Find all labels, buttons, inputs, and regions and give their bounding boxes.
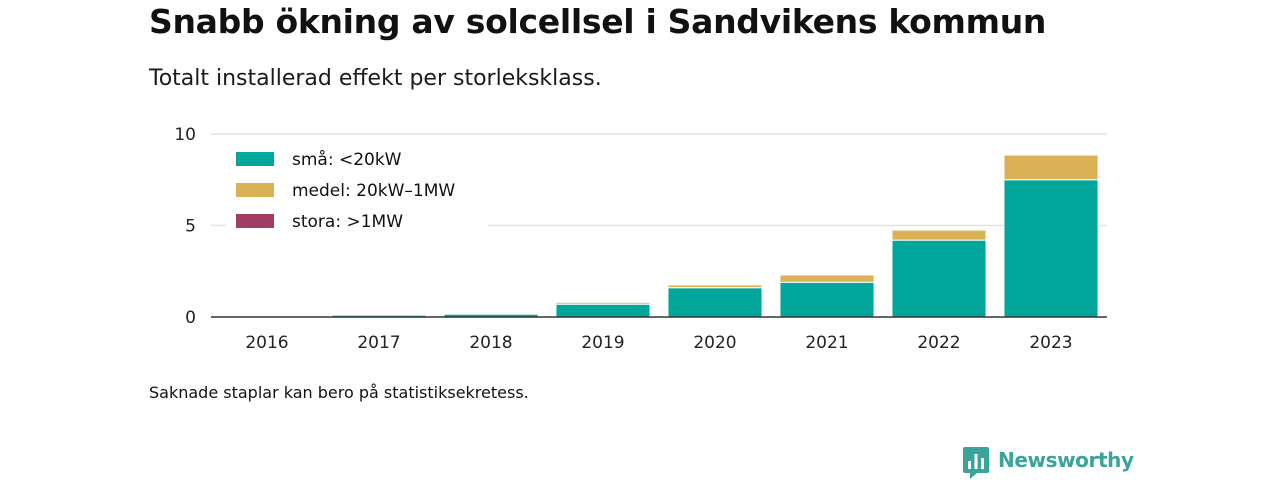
bar-segment <box>1003 154 1099 181</box>
y-tick-label: 0 <box>185 308 196 328</box>
x-tick-label: 2020 <box>693 333 736 353</box>
chart-subtitle: Totalt installerad effekt per storlekskl… <box>149 66 602 91</box>
legend-swatch <box>236 152 274 166</box>
bar-segment <box>667 287 763 318</box>
chart-title: Snabb ökning av solcellsel i Sandvikens … <box>149 2 1047 41</box>
bar-segment <box>891 229 987 241</box>
x-tick-label: 2019 <box>581 333 624 353</box>
x-tick-label: 2021 <box>805 333 848 353</box>
bar-segment <box>667 284 763 289</box>
newsworthy-brand[interactable]: Newsworthy <box>962 446 1134 480</box>
bar-segment <box>555 303 651 318</box>
legend-swatch <box>236 214 274 228</box>
legend-label: medel: 20kW–1MW <box>292 181 455 201</box>
bar-segment <box>555 301 651 305</box>
x-tick-label: 2016 <box>245 333 288 353</box>
legend-swatch <box>236 183 274 197</box>
brand-name: Newsworthy <box>998 448 1134 472</box>
x-tick-label: 2018 <box>469 333 512 353</box>
bar-segment <box>1003 179 1099 318</box>
bar-segment <box>779 281 875 318</box>
x-tick-label: 2023 <box>1029 333 1072 353</box>
footnote: Saknade staplar kan bero på statistiksek… <box>149 383 529 402</box>
legend-label: små: <20kW <box>292 149 402 170</box>
bar-segment <box>891 239 987 318</box>
legend-label: stora: >1MW <box>292 212 403 232</box>
y-tick-label: 10 <box>174 125 196 145</box>
bar-segment <box>779 274 875 283</box>
newsworthy-logo-icon <box>963 447 989 479</box>
y-tick-label: 5 <box>185 217 196 237</box>
x-tick-label: 2017 <box>357 333 400 353</box>
x-tick-label: 2022 <box>917 333 960 353</box>
stacked-bar-chart: 0 5 10 2016 2017 2018 2019 2020 2021 2022 2023 små:… <box>174 125 1107 353</box>
